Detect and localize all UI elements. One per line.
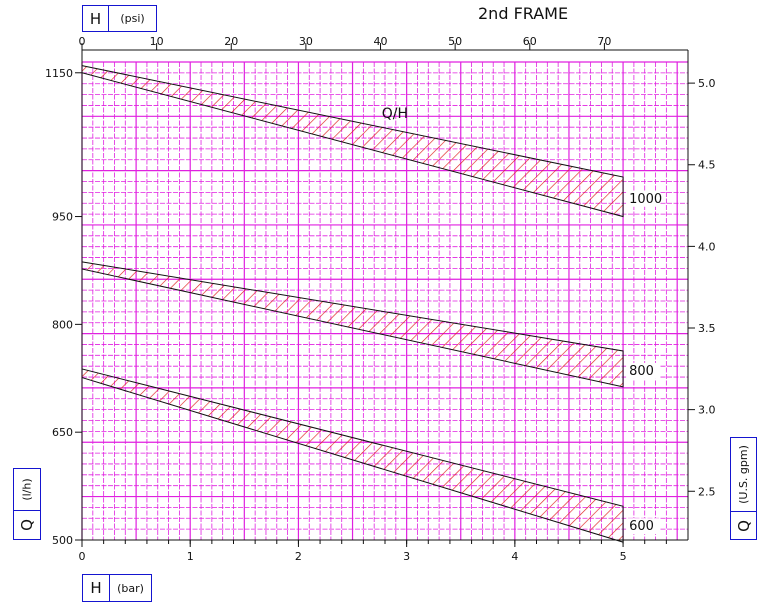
y-left-tick-label: 500 (52, 534, 73, 547)
y-right-tick-label: 3.0 (698, 404, 716, 417)
y-right-tick-label: 4.5 (698, 159, 716, 172)
unit-symbol: H (83, 575, 110, 601)
y-right-tick-label: 3.5 (698, 322, 716, 335)
curve-label-1000: 1000 (629, 192, 662, 207)
unit-label: (l/h) (20, 478, 34, 501)
curve-label-bg (626, 362, 661, 379)
x-bottom-tick-label: 2 (295, 550, 302, 563)
chart-title: 2nd FRAME (478, 4, 569, 23)
x-bottom-tick-label: 3 (403, 550, 410, 563)
x-bottom-tick-label: 1 (187, 550, 194, 563)
unit-box-top: H (psi) (82, 5, 157, 32)
curve-label-800: 800 (629, 364, 654, 379)
x-top-tick-label: 40 (374, 35, 388, 48)
y-left-tick-label: 650 (52, 426, 73, 439)
x-top-tick-label: 50 (448, 35, 462, 48)
curve-label-600: 600 (629, 519, 654, 534)
x-bottom-tick-label: 4 (511, 550, 518, 563)
axes (75, 43, 695, 547)
unit-symbol: H (83, 6, 109, 31)
curve-label-bg (626, 518, 661, 535)
unit-label: (psi) (120, 12, 145, 25)
x-bottom-tick-label: 5 (620, 550, 627, 563)
x-top-tick-label: 10 (150, 35, 164, 48)
unit-label: (bar) (117, 581, 144, 595)
unit-box-left: Q (l/h) (13, 468, 41, 540)
y-right-tick-label: 2.5 (698, 485, 716, 498)
unit-label: (U.S. gpm) (737, 445, 751, 504)
y-right-tick-label: 5.0 (698, 77, 716, 90)
x-bottom-tick-label: 0 (79, 550, 86, 563)
unit-box-right: Q (U.S. gpm) (730, 437, 757, 540)
x-top-tick-label: 30 (299, 35, 313, 48)
curve-label-bg (626, 190, 661, 207)
x-top-tick-label: 70 (597, 35, 611, 48)
y-left-tick-label: 950 (52, 211, 73, 224)
tick-labels: 0 1 2 3 4 50 10 20 30 40 50 60 7050065080095011502.5… (45, 35, 716, 563)
curve-bands: 1000 800 600 (81, 64, 662, 543)
y-left-tick-label: 800 (52, 318, 73, 331)
unit-symbol: Q (734, 519, 753, 532)
x-top-tick-label: 20 (224, 35, 238, 48)
unit-symbol: Q (18, 519, 36, 531)
y-left-tick-label: 1150 (45, 67, 73, 80)
x-top-tick-label: 0 (79, 35, 86, 48)
y-right-tick-label: 4.0 (698, 240, 716, 253)
unit-box-bottom: H (bar) (82, 574, 152, 602)
curve-legend-label: Q/H (382, 106, 408, 122)
x-top-tick-label: 60 (523, 35, 537, 48)
